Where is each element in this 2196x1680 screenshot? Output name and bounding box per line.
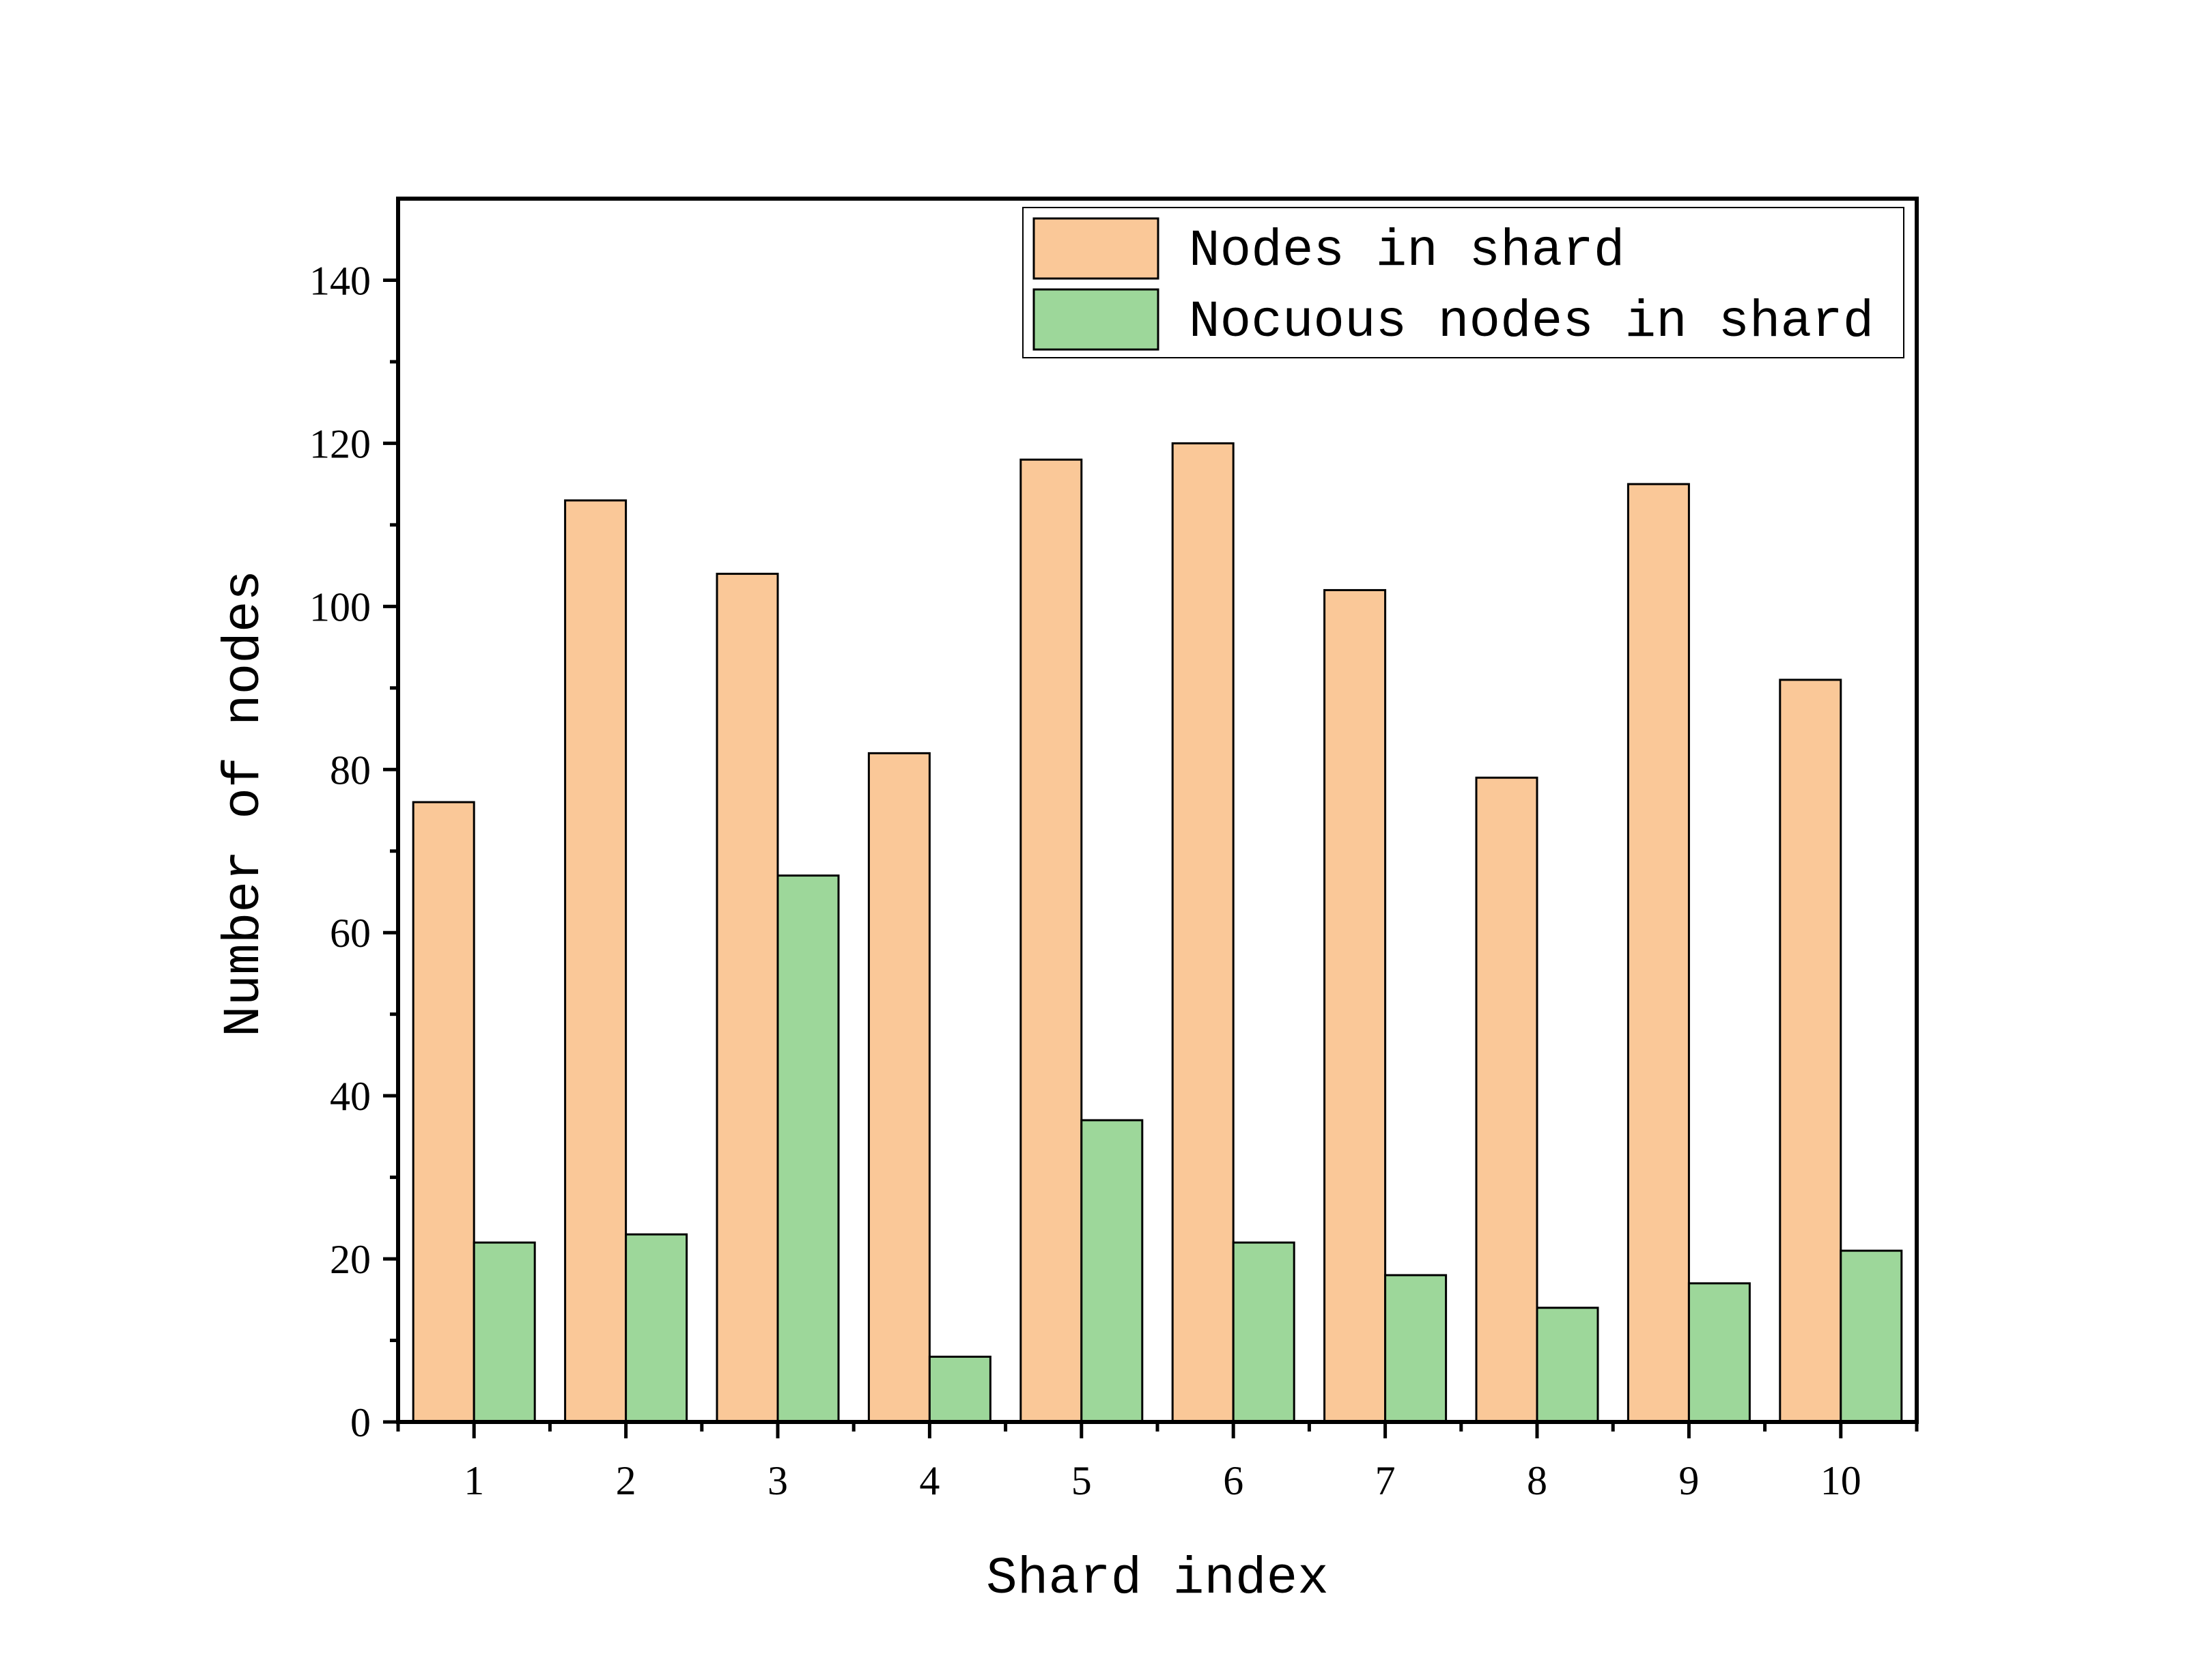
bar-nocuous-5 [1080,1119,1144,1423]
x-tick-label: 3 [768,1458,788,1503]
bar-nocuous-4 [928,1355,991,1423]
x-tick-label: 9 [1678,1458,1699,1503]
bars [412,442,1903,1423]
y-tick-label: 120 [309,421,371,466]
y-axis-title: Number of nodes [215,570,274,1037]
y-tick-label: 80 [330,748,371,793]
bar-nocuous-2 [625,1233,688,1423]
x-tick-label: 6 [1223,1458,1243,1503]
legend: Nodes in shard Nocuous nodes in shard [1022,207,1904,358]
plot-frame [396,197,1919,1424]
bar-nodes-7 [1323,588,1387,1423]
x-axis-title: Shard index [986,1550,1329,1608]
y-tick-label: 100 [309,584,371,629]
bar-nodes-1 [412,801,475,1423]
bar-nodes-8 [1475,776,1538,1423]
bar-nodes-3 [716,573,779,1423]
x-tick-label: 2 [616,1458,636,1503]
bar-nocuous-10 [1840,1249,1903,1423]
legend-label-nocuous: Nocuous nodes in shard [1189,293,1874,352]
y-tick-label: 40 [330,1074,371,1119]
bar-nodes-6 [1171,442,1235,1423]
bar-nocuous-7 [1384,1274,1448,1423]
y-tick-label: 20 [330,1237,371,1282]
bar-nodes-4 [867,752,931,1423]
x-tick-label: 4 [919,1458,940,1503]
bar-nocuous-1 [473,1241,536,1423]
bar-nodes-2 [564,499,628,1423]
legend-swatch-nocuous [1032,288,1159,351]
bar-nodes-9 [1627,483,1690,1423]
y-tick-label: 140 [309,258,371,303]
x-tick-label: 1 [464,1458,484,1503]
y-tick-label: 0 [350,1400,371,1445]
x-tick-label: 7 [1375,1458,1396,1503]
bar-nocuous-9 [1687,1282,1751,1423]
legend-box [1022,207,1904,358]
x-tick-label: 10 [1820,1458,1861,1503]
x-tick-label: 8 [1527,1458,1547,1503]
bar-nodes-10 [1779,679,1842,1423]
y-axis: 0 20 40 60 80 100 120 140 [309,258,398,1445]
legend-swatch-nodes [1032,217,1159,280]
bar-nodes-5 [1019,458,1083,1423]
x-tick-label: 5 [1071,1458,1092,1503]
legend-label-nodes: Nodes in shard [1189,222,1625,281]
bar-nocuous-3 [776,874,840,1423]
y-tick-label: 60 [330,911,371,956]
bar-nocuous-6 [1232,1241,1295,1423]
bar-nocuous-8 [1536,1307,1599,1423]
